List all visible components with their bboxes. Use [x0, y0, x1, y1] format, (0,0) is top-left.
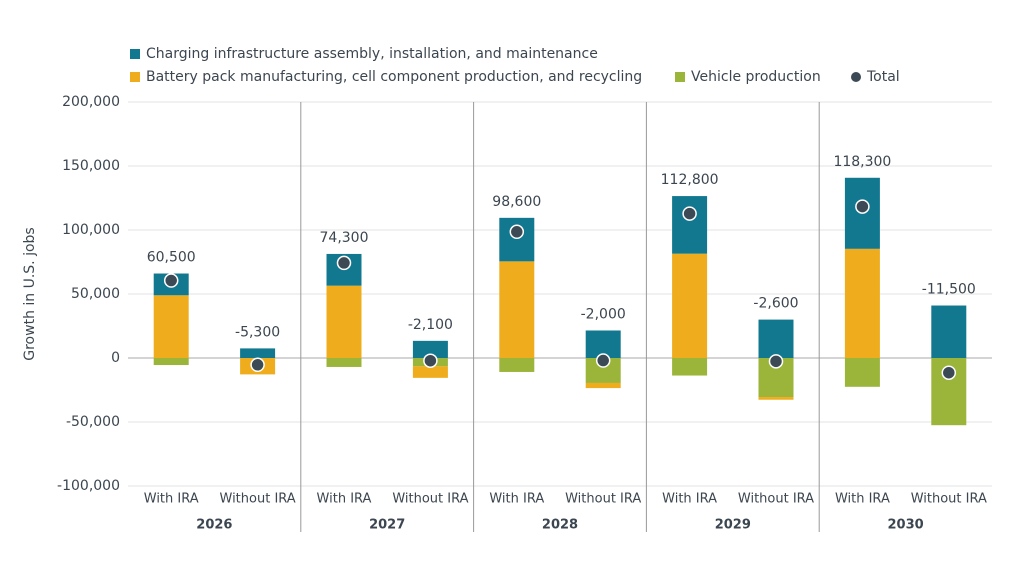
total-label: -2,000 [581, 306, 626, 322]
group-label: 2030 [888, 518, 924, 533]
y-tick-label: -50,000 [66, 414, 120, 430]
total-dot [941, 365, 957, 380]
group-label: 2027 [369, 518, 405, 533]
bar-segment [153, 295, 189, 358]
x-tick-label: With IRA [144, 492, 199, 507]
bar-segment [758, 319, 794, 358]
y-tick-label: 150,000 [62, 158, 120, 174]
bar-segment [758, 397, 794, 400]
x-tick-label: With IRA [835, 492, 890, 507]
x-tick-label: Without IRA [392, 492, 468, 507]
bar-segment [326, 358, 362, 367]
bar-segment [412, 340, 448, 358]
bar-segment [844, 358, 880, 387]
total-label: -11,500 [922, 282, 976, 298]
x-tick-label: Without IRA [220, 492, 296, 507]
y-tick-label: 0 [111, 350, 120, 366]
bar-segment [585, 382, 621, 389]
legend-swatch [851, 72, 861, 82]
x-tick-label: With IRA [662, 492, 717, 507]
total-label: -2,600 [753, 296, 798, 312]
legend-label: Battery pack manufacturing, cell compone… [146, 69, 642, 85]
bar-segment [153, 358, 189, 366]
y-tick-label: 50,000 [71, 286, 120, 302]
legend-label: Vehicle production [691, 69, 821, 85]
legend-label: Charging infrastructure assembly, instal… [146, 46, 598, 62]
group-label: 2028 [542, 518, 578, 533]
bar-segment [499, 217, 535, 262]
total-label: 74,300 [320, 230, 369, 246]
legend-swatch [130, 72, 140, 82]
total-dot [250, 357, 265, 373]
y-tick-label: 100,000 [62, 222, 120, 238]
x-tick-label: With IRA [489, 492, 544, 507]
x-tick-label: Without IRA [565, 492, 641, 507]
total-label: -2,100 [408, 317, 453, 333]
legend-swatch [675, 72, 685, 82]
total-dot [595, 353, 611, 368]
total-label: 98,600 [492, 194, 541, 210]
legend-label: Total [866, 69, 900, 85]
bar-segment [412, 366, 448, 378]
total-label: 60,500 [147, 250, 196, 266]
x-tick-label: Without IRA [911, 492, 987, 507]
bar-segment [672, 196, 708, 254]
group-label: 2026 [196, 518, 232, 533]
y-tick-label: -100,000 [57, 478, 120, 494]
total-label: -5,300 [235, 324, 280, 340]
bar-segment [672, 358, 708, 376]
x-tick-label: Without IRA [738, 492, 814, 507]
y-axis-label: Growth in U.S. jobs [22, 227, 38, 360]
bar-segment [326, 285, 362, 358]
total-label: 118,300 [833, 154, 891, 170]
group-label: 2029 [715, 518, 751, 533]
total-dot [682, 206, 697, 221]
bar-segment [499, 261, 535, 358]
total-dot [855, 199, 870, 214]
bar-segment [240, 348, 276, 358]
x-tick-label: With IRA [317, 492, 372, 507]
bar-segment [499, 358, 535, 372]
total-dot [163, 273, 179, 288]
y-tick-label: 200,000 [62, 94, 120, 110]
bar-segment [672, 253, 708, 358]
bar-segment [844, 248, 880, 358]
bar-segment [931, 305, 967, 358]
total-label: 112,800 [661, 172, 719, 188]
total-dot [509, 224, 525, 240]
total-dot [336, 255, 352, 271]
total-dot [768, 354, 784, 369]
total-dot [423, 353, 438, 368]
legend-swatch [130, 49, 140, 59]
